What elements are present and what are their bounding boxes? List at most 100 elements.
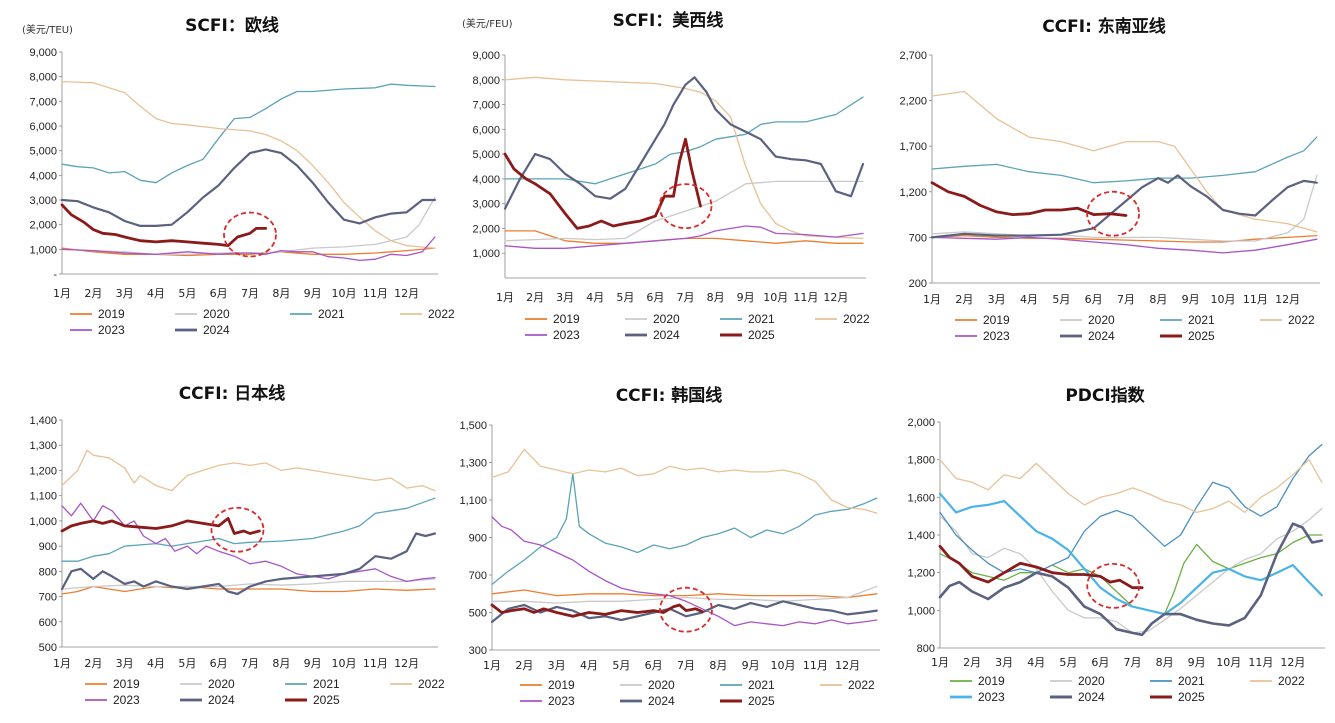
y-tick-label: 4,000 bbox=[29, 170, 57, 182]
y-tick-label: 700 bbox=[39, 592, 57, 604]
series-line-2022 bbox=[939, 459, 1323, 514]
x-tick-label: 2月 bbox=[526, 291, 544, 304]
x-tick-label: 9月 bbox=[1188, 656, 1206, 669]
x-tick-label: 8月 bbox=[272, 657, 290, 670]
legend-item: 2020 bbox=[620, 678, 675, 692]
x-tick-label: 6月 bbox=[646, 291, 664, 304]
x-tick-label: 2月 bbox=[515, 659, 533, 672]
x-tick-label: 2月 bbox=[955, 293, 973, 306]
x-tick-label: 5月 bbox=[178, 657, 196, 670]
x-tick-label: 7月 bbox=[677, 659, 695, 672]
x-tick-label: 4月 bbox=[586, 291, 604, 304]
x-tick-label: 3月 bbox=[556, 291, 574, 304]
y-tick-label: 7,000 bbox=[472, 100, 500, 112]
x-tick-label: 8月 bbox=[272, 287, 290, 300]
highlight-circle bbox=[223, 211, 277, 258]
legend-item: 2024 bbox=[625, 328, 680, 342]
legend-item: 2021 bbox=[290, 307, 345, 321]
legend-item: 2021 bbox=[720, 678, 775, 692]
series-line-2024 bbox=[930, 174, 1318, 239]
y-tick-label: 900 bbox=[469, 533, 487, 545]
x-tick-label: 6月 bbox=[210, 657, 228, 670]
x-tick-label: 9月 bbox=[742, 659, 760, 672]
legend-item: 2025 bbox=[1160, 329, 1215, 343]
legend-label: 2021 bbox=[318, 307, 345, 321]
chart-panel-1: SCFI：欧线 (美元/TEU) - 1,000 2,000 3,000 4,000 5,00… bbox=[22, 15, 455, 337]
y-tick-label: 6,000 bbox=[29, 121, 57, 133]
y-tick-label: 1,300 bbox=[29, 440, 57, 452]
y-tick-label: 2,000 bbox=[472, 223, 500, 235]
y-tick-label: 1,800 bbox=[907, 455, 935, 467]
legend-item: 2022 bbox=[815, 312, 870, 326]
series-line-2023 bbox=[504, 225, 864, 249]
x-tick-label: 3月 bbox=[988, 293, 1006, 306]
x-tick-label: 10月 bbox=[1216, 656, 1241, 669]
series-line-2023 bbox=[61, 502, 436, 583]
series-line-2020 bbox=[61, 578, 436, 590]
legend-label: 2019 bbox=[553, 312, 580, 326]
x-tick-label: 5月 bbox=[1052, 293, 1070, 306]
legend-label: 2024 bbox=[1078, 690, 1105, 704]
highlight-circle bbox=[658, 183, 713, 230]
series-line-2024 bbox=[60, 148, 436, 227]
series-line-2021 bbox=[491, 473, 878, 586]
series-line-2024 bbox=[490, 600, 878, 623]
legend-label: 2024 bbox=[203, 323, 230, 337]
x-tick-label: 12月 bbox=[394, 287, 419, 300]
y-tick-label: 700 bbox=[909, 232, 927, 244]
legend-item: 2023 bbox=[70, 323, 125, 337]
legend-label: 2024 bbox=[1088, 329, 1115, 343]
y-tick-label: 9,000 bbox=[472, 50, 500, 62]
x-tick-label: 7月 bbox=[1117, 293, 1135, 306]
series-line-2024 bbox=[60, 532, 436, 596]
legend-label: 2019 bbox=[548, 678, 575, 692]
series-line-2022 bbox=[491, 448, 878, 514]
unit-label: (美元/FEU) bbox=[462, 17, 513, 30]
x-tick-label: 4月 bbox=[1020, 293, 1038, 306]
legend-label: 2019 bbox=[983, 313, 1010, 327]
y-tick-label: 1,000 bbox=[907, 605, 935, 617]
series-line-2020 bbox=[931, 174, 1318, 242]
y-tick-label: 2,700 bbox=[899, 50, 927, 62]
x-tick-label: 12月 bbox=[1280, 656, 1305, 669]
y-tick-label: 1,500 bbox=[459, 420, 487, 432]
legend-item: 2024 bbox=[1050, 690, 1105, 704]
chart-title: CCFI: 韩国线 bbox=[616, 385, 723, 406]
chart-title: SCFI：美西线 bbox=[613, 10, 724, 31]
x-tick-label: 12月 bbox=[823, 291, 848, 304]
y-tick-label: 6,000 bbox=[472, 124, 500, 136]
x-tick-label: 6月 bbox=[210, 287, 228, 300]
highlight-circle bbox=[659, 586, 713, 633]
y-tick-label: 5,000 bbox=[472, 149, 500, 161]
series-line-2022 bbox=[504, 76, 864, 240]
x-tick-label: 1月 bbox=[53, 287, 71, 300]
x-tick-label: 10月 bbox=[332, 287, 357, 300]
series-line-2022 bbox=[931, 90, 1318, 233]
x-tick-label: 6月 bbox=[1085, 293, 1103, 306]
y-tick-label: 4,000 bbox=[472, 174, 500, 186]
x-tick-label: 1月 bbox=[53, 657, 71, 670]
legend-label: 2023 bbox=[98, 323, 125, 337]
legend-item: 2022 bbox=[820, 678, 875, 692]
series-line-2023 bbox=[491, 516, 878, 627]
legend-label: 2021 bbox=[1178, 674, 1205, 688]
legend-item: 2025 bbox=[1150, 690, 1205, 704]
y-tick-label: 2,000 bbox=[907, 417, 935, 429]
y-tick-label: 1,200 bbox=[907, 568, 935, 580]
y-tick-label: 8,000 bbox=[29, 72, 57, 84]
legend-label: 2025 bbox=[313, 693, 340, 707]
series-line-2024 bbox=[503, 76, 865, 210]
legend-item: 2021 bbox=[720, 312, 775, 326]
chart-title: CCFI: 日本线 bbox=[179, 383, 286, 404]
x-tick-label: 1月 bbox=[923, 293, 941, 306]
legend-item: 2022 bbox=[1260, 313, 1315, 327]
series-line-2025 bbox=[490, 603, 704, 618]
x-tick-label: 5月 bbox=[616, 291, 634, 304]
series-line-2025 bbox=[60, 517, 261, 535]
series-line-2019 bbox=[491, 589, 878, 599]
y-tick-label: 5,000 bbox=[29, 146, 57, 158]
x-tick-label: 4月 bbox=[580, 659, 598, 672]
chart-title: PDCI指数 bbox=[1065, 385, 1145, 406]
series-line-2025 bbox=[503, 137, 702, 230]
legend-item: 2023 bbox=[955, 329, 1010, 343]
